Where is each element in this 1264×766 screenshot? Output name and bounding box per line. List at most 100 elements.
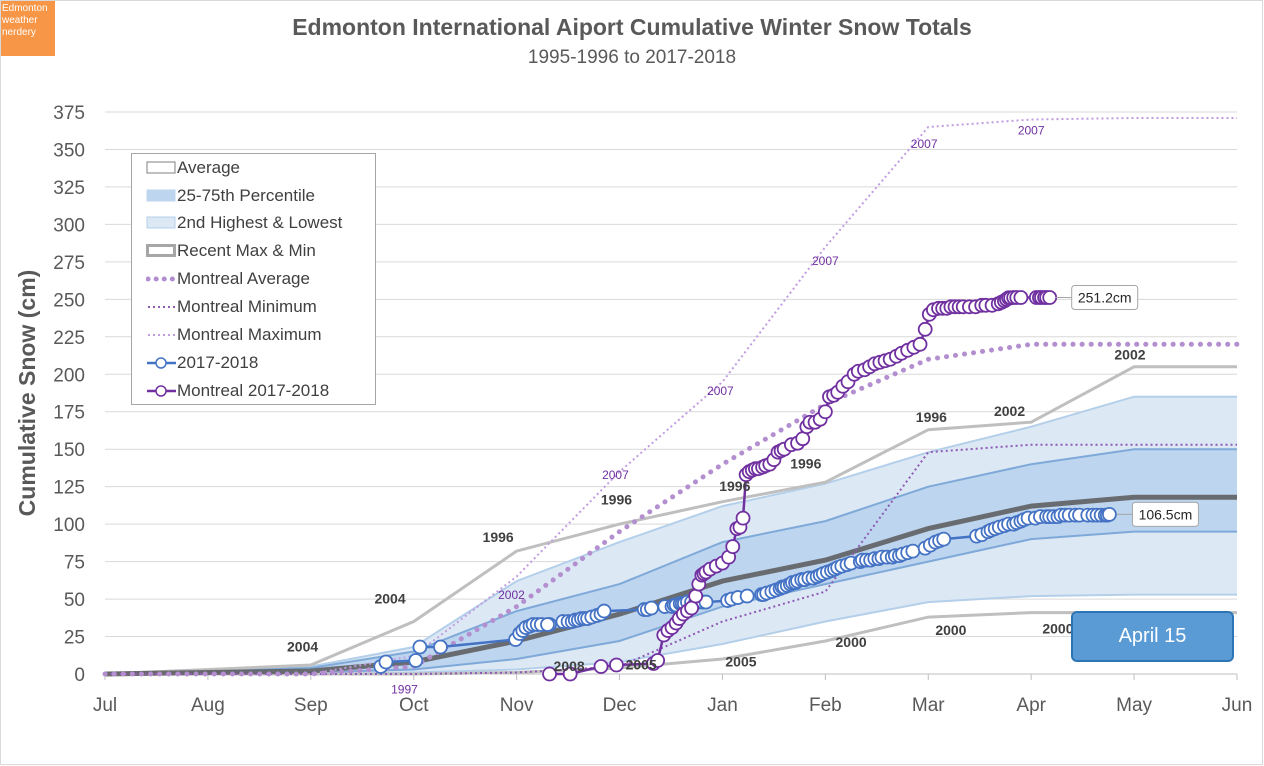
annotation-year-label: 2000 bbox=[836, 634, 867, 650]
annotation-year-label: 2002 bbox=[498, 588, 525, 602]
legend-item-cur: 2017-2018 bbox=[132, 350, 377, 378]
y-axis-label: Cumulative Snow (cm) bbox=[14, 270, 40, 517]
legend-item-second: 2nd Highest & Lowest bbox=[132, 210, 377, 238]
annotation-year-label: 2007 bbox=[707, 384, 734, 398]
y-tick-label: 75 bbox=[64, 553, 85, 574]
x-tick-label-mar: Mar bbox=[912, 695, 945, 716]
callout-label-mtl_cur: 251.2cm bbox=[1078, 290, 1132, 306]
y-tick-label: 200 bbox=[53, 365, 85, 386]
y-tick-label: 375 bbox=[53, 103, 85, 124]
y-tick-label: 350 bbox=[53, 140, 85, 161]
y-tick-label: 250 bbox=[53, 290, 85, 311]
legend-item-mtl-avg: Montreal Average bbox=[132, 266, 377, 294]
y-tick-label: 25 bbox=[64, 628, 85, 649]
series-2017-2018-point bbox=[1101, 506, 1117, 522]
annotation-year-label: 2000 bbox=[1042, 621, 1073, 637]
callout-box bbox=[1071, 285, 1139, 311]
series-montreal-2017-2018-point bbox=[562, 666, 578, 682]
series-montreal-2017-2018-point bbox=[542, 666, 557, 682]
line-second-highest bbox=[104, 395, 1237, 675]
legend-swatch-mtl-min bbox=[148, 306, 176, 308]
edmonton-weather-nerdery-badge: Edmonton weather nerdery bbox=[0, 0, 55, 56]
legend-item-p2575: 25-75th Percentile bbox=[132, 183, 377, 211]
series-2017-2018-point bbox=[540, 617, 555, 632]
annotation-year-label: 1996 bbox=[790, 456, 821, 472]
y-tick-label: 0 bbox=[74, 665, 85, 686]
legend-label-mtl-max: Montreal Maximum bbox=[177, 325, 322, 344]
legend-item-mtl-cur: Montreal 2017-2018 bbox=[132, 378, 377, 406]
series-montreal-2017-2018-point bbox=[1013, 290, 1029, 305]
date-label-box: April 15 bbox=[1071, 611, 1234, 662]
series-montreal-2017-2018-point bbox=[593, 659, 609, 674]
x-tick-label-feb: Feb bbox=[809, 695, 842, 716]
annotation-year-label: 2005 bbox=[626, 657, 657, 673]
series-2017-2018-point bbox=[408, 653, 424, 668]
x-tick-label-nov: Nov bbox=[500, 695, 534, 716]
annotation-year-label: 2007 bbox=[1018, 123, 1045, 137]
legend-swatch-recent bbox=[146, 244, 176, 257]
legend-item-mtl-min: Montreal Minimum bbox=[132, 294, 377, 322]
y-tick-label: 300 bbox=[53, 215, 85, 236]
annotation-year-label: 2004 bbox=[374, 591, 405, 607]
legend-label-cur: 2017-2018 bbox=[177, 353, 259, 372]
y-tick-label: 175 bbox=[53, 403, 85, 424]
legend-item-recent: Recent Max & Min bbox=[132, 238, 377, 266]
series-montreal-2017-2018-point bbox=[735, 510, 751, 526]
line-75th-percentile bbox=[104, 448, 1237, 675]
annotation-year-label: 2002 bbox=[994, 403, 1025, 419]
annotation-year-label: 1996 bbox=[916, 409, 947, 425]
legend-swatch-mtl-max bbox=[148, 334, 176, 336]
annotation-year-label: 2002 bbox=[1114, 346, 1145, 362]
series-2017-2018-point bbox=[936, 531, 952, 547]
callout-box bbox=[1131, 501, 1199, 527]
series-montreal-2017-2018-point bbox=[912, 336, 928, 352]
legend-label-mtl-cur: Montreal 2017-2018 bbox=[177, 381, 330, 400]
x-tick-label-jan: Jan bbox=[707, 695, 738, 716]
band-25-75-percentile bbox=[105, 449, 1237, 674]
series-2017-2018-point bbox=[739, 588, 755, 604]
legend-label-mtl-min: Montreal Minimum bbox=[177, 297, 317, 316]
x-tick-label-dec: Dec bbox=[603, 695, 637, 716]
legend-swatch-mtl-cur bbox=[147, 385, 176, 397]
legend-label-p2575: 25-75th Percentile bbox=[177, 186, 315, 205]
x-tick-label-may: May bbox=[1116, 695, 1152, 716]
legend-swatch-second bbox=[146, 216, 176, 229]
series-montreal-2017-2018-point bbox=[684, 600, 699, 616]
x-tick-label-aug: Aug bbox=[191, 695, 225, 716]
annotation-year-label: 2004 bbox=[287, 639, 318, 655]
y-tick-label: 325 bbox=[53, 178, 85, 199]
line-recent-min bbox=[105, 611, 1237, 676]
line-recent-max bbox=[104, 365, 1237, 676]
annotation-year-label: 2000 bbox=[935, 622, 966, 638]
band-second-highest-lowest bbox=[105, 396, 1237, 674]
y-tick-label: 50 bbox=[64, 590, 85, 611]
y-tick-label: 275 bbox=[53, 253, 85, 274]
series-montreal-2017-2018-point bbox=[725, 539, 741, 555]
annotation-year-label: 1996 bbox=[719, 478, 750, 494]
badge-line-3: nerdery bbox=[2, 27, 36, 38]
annotation-year-label: 1996 bbox=[483, 529, 514, 545]
legend-item-mtl-max: Montreal Maximum bbox=[132, 322, 377, 350]
legend-swatch-mtl-avg bbox=[146, 276, 176, 282]
series-2017-2018-point bbox=[433, 639, 448, 655]
series-montreal-2017-2018-point bbox=[1042, 290, 1058, 305]
series-montreal-2017-2018-point bbox=[817, 404, 833, 420]
y-tick-label: 100 bbox=[53, 515, 85, 536]
annotation-year-label: 1996 bbox=[601, 492, 632, 508]
legend-swatch-average bbox=[146, 161, 176, 174]
y-tick-label: 150 bbox=[53, 440, 85, 461]
series-2017-2018-point bbox=[378, 654, 394, 670]
y-tick-label: 225 bbox=[53, 328, 85, 349]
series-montreal-2017-2018-point bbox=[795, 431, 811, 447]
legend-label-second: 2nd Highest & Lowest bbox=[177, 213, 343, 232]
chart-subtitle: 1995-1996 to 2017-2018 bbox=[527, 47, 737, 68]
callout-label-cur: 106.5cm bbox=[1139, 506, 1193, 522]
series-montreal-2017-2018-point bbox=[609, 657, 624, 673]
badge-line-2: weather bbox=[2, 15, 38, 26]
legend-swatch-p2575 bbox=[146, 189, 176, 202]
legend-label-average: Average bbox=[177, 158, 241, 177]
annotation-year-label: 2007 bbox=[812, 254, 839, 268]
series-2017-2018-point bbox=[905, 543, 921, 559]
